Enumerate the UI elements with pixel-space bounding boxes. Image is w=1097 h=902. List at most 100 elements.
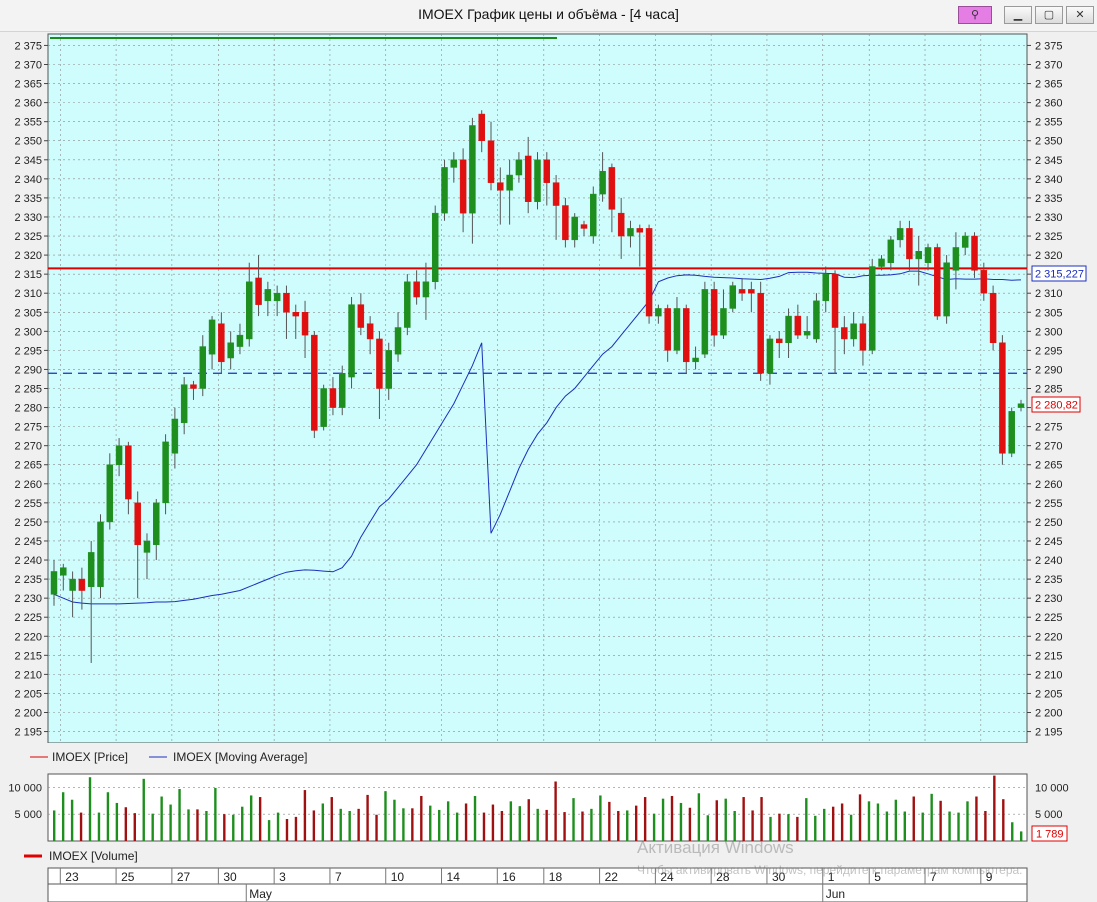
volume-bar [393,799,396,841]
candle-body [264,289,272,302]
volume-bar [679,802,683,841]
volume-bar [339,808,342,841]
price-tick-label-left: 2 375 [14,40,42,52]
volume-bar [617,810,620,841]
volume-bar [375,814,378,841]
price-tick-label-left: 2 270 [14,441,42,453]
volume-bar [411,808,414,841]
candle-body [1017,403,1025,408]
volume-bar [554,781,557,841]
ma-last-value: 2 315,227 [1035,269,1084,281]
candle-body [311,334,318,431]
price-tick-label-right: 2 275 [1035,422,1063,434]
volume-bar [697,793,701,841]
volume-bar [536,808,539,841]
volume-bar [742,797,745,841]
volume-bar [115,802,119,841]
volume-bar [491,804,495,841]
volume-bar [160,796,163,841]
candle-body [571,216,578,241]
candle-body [162,441,169,504]
time-day-label: 27 [177,870,191,884]
price-legend-bar [0,743,1097,767]
candle-body [506,174,513,191]
price-tick-label-left: 2 320 [14,250,42,262]
candle-body [859,323,867,351]
time-day-label: 23 [65,870,79,884]
price-tick-label-right: 2 365 [1035,79,1063,91]
price-tick-label-right: 2 320 [1035,250,1063,262]
volume-bar [993,775,996,841]
candle-body [515,159,523,176]
pin-button[interactable]: ⚲ [958,6,992,24]
candle-body [971,235,978,271]
price-tick-label-right: 2 325 [1035,231,1063,243]
price-tick-label-right: 2 255 [1035,498,1063,510]
price-tick-label-right: 2 220 [1035,631,1063,643]
candle-body [97,521,104,587]
minimize-button[interactable]: ▁ [1004,6,1032,24]
price-tick-label-left: 2 210 [14,669,42,681]
price-tick-label-left: 2 220 [14,631,42,643]
candle-body [934,247,941,317]
candle-body [878,258,885,267]
volume-bar [142,778,145,841]
candle-body [78,578,86,591]
candle-body [376,338,383,389]
volume-bar [706,815,710,841]
volume-bar [464,803,468,841]
price-volume-chart[interactable]: 2 195 2 195 2 200 2 200 2 205 2 205 2 210 2 210… [0,31,1097,902]
volume-bar [724,798,727,841]
time-axis-labels: 23 25 27 30 3 7 10 14 16 18 22 24 28 30 1 5 7 9 May Jun [59,868,993,902]
volume-bar [572,798,575,841]
volume-bar [455,812,459,841]
volume-bar [330,797,333,841]
volume-bar [921,812,924,841]
time-day-label: 28 [716,870,730,884]
price-tick-label-right: 2 305 [1035,307,1063,319]
candle-body [413,281,420,298]
volume-bar [88,777,92,841]
price-tick-label-right: 2 360 [1035,98,1063,110]
volume-axis-ticks: 5 000 5 000 10 000 10 000 [8,782,1068,821]
time-day-label: 22 [605,870,619,884]
volume-bar [1002,799,1005,841]
candle-body [320,388,327,427]
candle-body [636,228,644,233]
candle-body [180,384,188,424]
price-tick-label-left: 2 250 [14,517,42,529]
time-day-label: 25 [121,870,135,884]
volume-bar [831,806,835,841]
price-tick-label-right: 2 230 [1035,593,1063,605]
volume-bar [688,807,692,841]
candle-body [729,285,737,309]
volume-bar [402,808,405,841]
candle-body [338,373,346,408]
candle-body [301,312,309,336]
candle-body [450,159,458,168]
price-tick-label-left: 2 300 [14,326,42,338]
price-tick-label-right: 2 235 [1035,574,1063,586]
volume-bar [984,810,987,841]
volume-bar [643,797,647,841]
maximize-button[interactable]: ▢ [1035,6,1063,24]
price-tick-label-right: 2 355 [1035,117,1063,129]
price-tick-label-left: 2 205 [14,688,42,700]
price-tick-label-right: 2 225 [1035,612,1063,624]
close-button[interactable]: ✕ [1066,6,1094,24]
candle-body [357,304,365,328]
volume-bar [626,810,629,841]
candle-body [534,159,541,202]
candle-body [673,308,681,351]
candle-body [738,289,746,294]
price-tick-label-right: 2 250 [1035,517,1063,529]
price-tick-label-left: 2 285 [14,384,42,396]
time-day-label: 3 [279,870,286,884]
volume-bar [241,806,244,841]
volume-bar [124,807,128,841]
candle-body [608,167,616,210]
candle-body [478,113,485,141]
volume-bar [787,814,790,841]
candle-body [255,277,262,305]
candle-body [329,388,337,408]
